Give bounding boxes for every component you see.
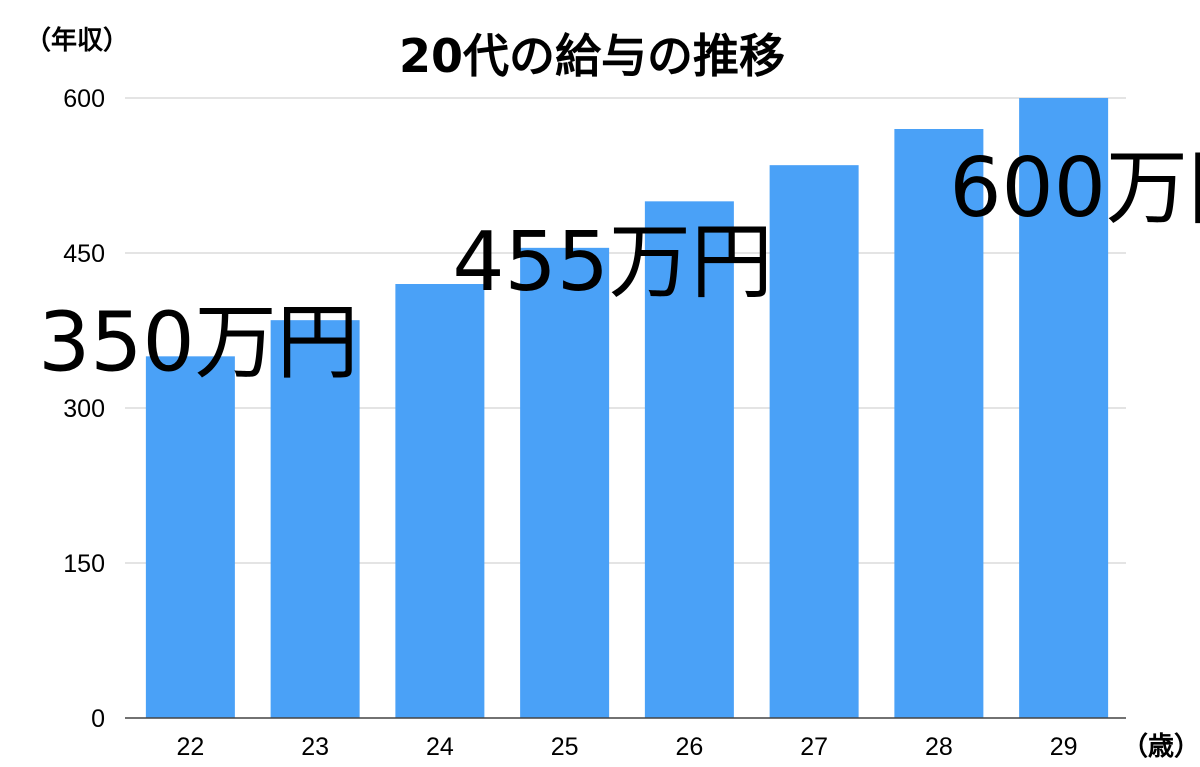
x-tick-label: 22 bbox=[176, 733, 204, 761]
bar bbox=[145, 356, 235, 718]
value-callout: 600万円 bbox=[949, 141, 1200, 236]
y-tick-label: 0 bbox=[91, 705, 105, 733]
x-tick-label: 28 bbox=[925, 733, 953, 761]
y-tick-labels: 0 150 300 450 600 bbox=[63, 85, 105, 733]
bar bbox=[769, 165, 859, 718]
x-tick-label: 29 bbox=[1050, 733, 1078, 761]
x-axis-unit: （歳） bbox=[1122, 732, 1200, 762]
x-tick-label: 23 bbox=[301, 733, 329, 761]
y-tick-label: 600 bbox=[63, 85, 105, 113]
x-tick-labels: 22 23 24 25 26 27 28 29 bbox=[176, 733, 1077, 761]
bar bbox=[395, 284, 485, 718]
y-tick-label: 300 bbox=[63, 395, 105, 423]
x-tick-label: 26 bbox=[675, 733, 703, 761]
y-tick-label: 150 bbox=[63, 550, 105, 578]
bar bbox=[894, 129, 984, 718]
y-axis-unit: （年収） bbox=[25, 25, 129, 56]
y-tick-label: 450 bbox=[63, 240, 105, 268]
bars bbox=[145, 98, 1109, 719]
bar bbox=[644, 201, 734, 719]
x-tick-label: 25 bbox=[551, 733, 579, 761]
bar bbox=[520, 247, 610, 719]
value-callouts: 350万円 455万円 600万円 bbox=[38, 141, 1200, 390]
x-tick-label: 27 bbox=[800, 733, 828, 761]
value-callout: 350万円 bbox=[38, 295, 359, 390]
x-tick-label: 24 bbox=[426, 733, 454, 761]
chart-title: 20代の給与の推移 bbox=[399, 29, 785, 83]
value-callout: 455万円 bbox=[452, 215, 773, 310]
bar bbox=[1019, 98, 1109, 718]
bar bbox=[270, 320, 360, 718]
